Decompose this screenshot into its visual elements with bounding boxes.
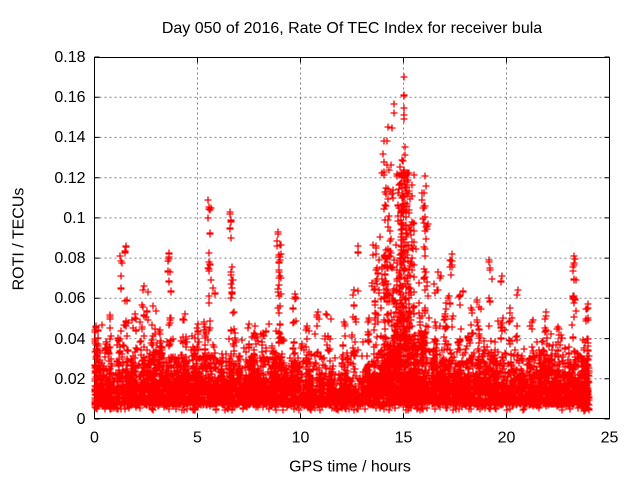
svg-text:ROTI / TECUs: ROTI / TECUs	[11, 188, 28, 291]
svg-text:0.18: 0.18	[54, 49, 85, 66]
svg-text:0.04: 0.04	[54, 331, 85, 348]
svg-text:0.08: 0.08	[54, 250, 85, 267]
svg-text:GPS time / hours: GPS time / hours	[289, 459, 411, 476]
svg-text:Day 050 of 2016, Rate Of TEC I: Day 050 of 2016, Rate Of TEC Index for r…	[162, 20, 542, 37]
svg-text:0.06: 0.06	[54, 290, 85, 307]
svg-text:10: 10	[292, 430, 310, 447]
svg-text:0: 0	[77, 411, 86, 428]
svg-text:0: 0	[90, 430, 99, 447]
svg-text:0.12: 0.12	[54, 170, 85, 187]
svg-text:0.14: 0.14	[54, 129, 85, 146]
svg-text:0.16: 0.16	[54, 89, 85, 106]
svg-text:15: 15	[395, 430, 413, 447]
svg-text:20: 20	[498, 430, 516, 447]
svg-text:0.02: 0.02	[54, 371, 85, 388]
svg-text:0.1: 0.1	[63, 210, 85, 227]
svg-text:5: 5	[193, 430, 202, 447]
svg-text:25: 25	[601, 430, 619, 447]
